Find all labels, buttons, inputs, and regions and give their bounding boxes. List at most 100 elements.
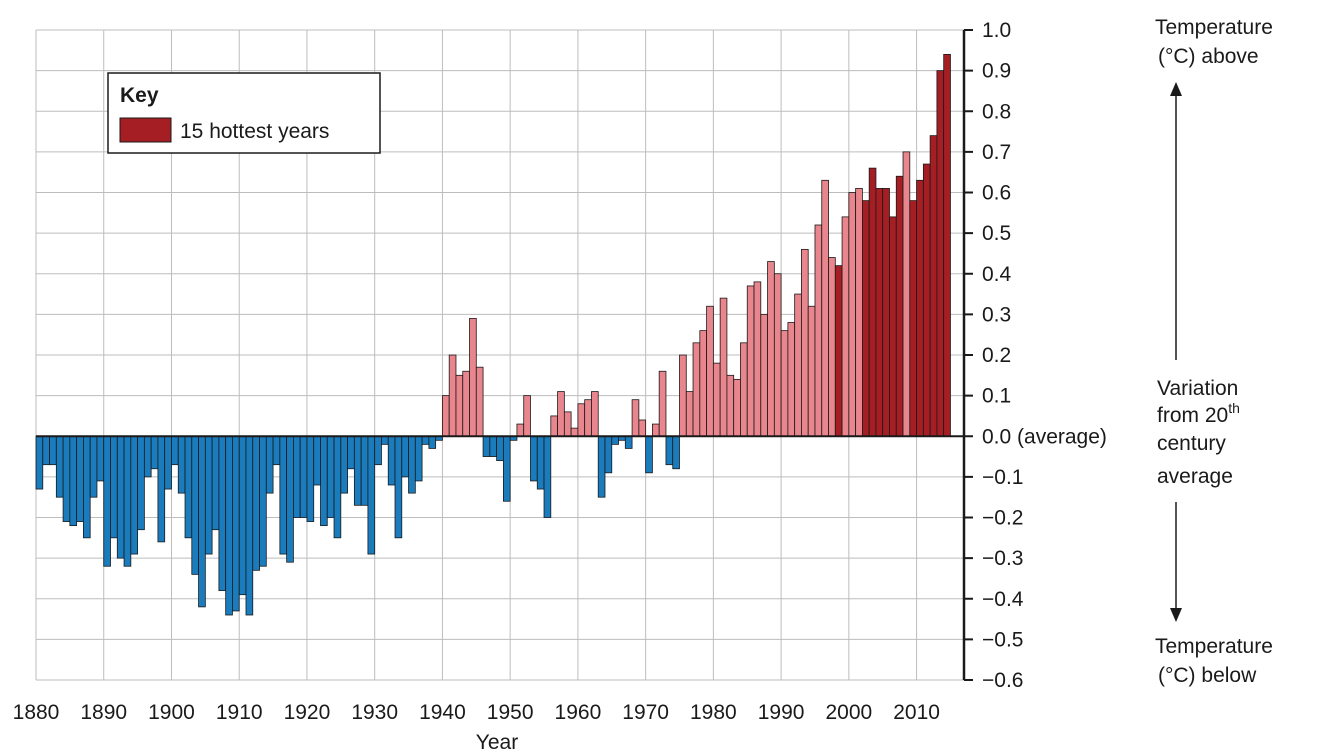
bar-1988 xyxy=(767,261,775,437)
bar-1913 xyxy=(259,435,267,567)
bars xyxy=(35,53,951,616)
bar-1970 xyxy=(645,435,653,474)
bar-1910 xyxy=(238,435,247,596)
bar-1907 xyxy=(218,435,227,592)
bar-1941 xyxy=(448,354,457,437)
bar-1909 xyxy=(232,435,240,612)
x-tick-label: 1920 xyxy=(284,701,331,724)
bar-1922 xyxy=(320,435,328,527)
bar-1908 xyxy=(225,435,233,616)
bar-1946 xyxy=(482,435,491,457)
bar-1943 xyxy=(462,370,470,437)
bar-1919 xyxy=(299,435,308,518)
y-tick-label: 0.1 xyxy=(982,385,1011,408)
bar-1944 xyxy=(469,318,477,437)
x-tick-label: 1980 xyxy=(690,701,737,724)
bar-1884 xyxy=(62,435,71,522)
bar-1993 xyxy=(801,248,809,437)
bar-1967 xyxy=(624,435,633,449)
bar-1972 xyxy=(658,370,667,437)
x-tick-labels: 1880 1890 1900 1910 1920 1930 1940 1950 1960 1970… xyxy=(13,701,940,724)
y-tick-label: 0.2 xyxy=(982,344,1011,367)
x-tick-label: 1970 xyxy=(622,701,669,724)
bar-1956 xyxy=(550,415,558,437)
side-label-middle-line-4: average xyxy=(1157,465,1233,488)
bar-1905 xyxy=(204,435,213,555)
bar-1882 xyxy=(49,435,57,466)
bar-1906 xyxy=(211,435,220,531)
axes xyxy=(36,29,973,681)
bar-1899 xyxy=(164,435,172,490)
bar-1912 xyxy=(252,435,260,571)
bar-1981 xyxy=(719,297,728,437)
bar-1904 xyxy=(198,435,206,608)
y-tick-label: 1.0 xyxy=(982,19,1011,42)
bar-2013 xyxy=(936,70,945,437)
bar-1892 xyxy=(116,435,125,559)
bar-1992 xyxy=(794,293,802,437)
y-tick-label: 0.7 xyxy=(982,141,1011,164)
bar-1926 xyxy=(347,435,355,470)
bar-1985 xyxy=(746,285,755,437)
legend: Key 15 hottest years xyxy=(107,72,381,154)
side-label-middle-line-2: from 20th xyxy=(1157,400,1240,427)
x-tick-label: 1890 xyxy=(80,701,127,724)
bar-1961 xyxy=(584,399,592,437)
bar-1990 xyxy=(780,330,789,437)
bar-1933 xyxy=(394,435,403,539)
bar-1954 xyxy=(536,435,545,490)
bar-1932 xyxy=(387,435,396,486)
bar-1888 xyxy=(89,435,98,498)
bar-1920 xyxy=(306,435,315,522)
bar-1979 xyxy=(706,305,714,437)
bar-1999 xyxy=(841,216,850,437)
x-tick-label: 1990 xyxy=(758,701,805,724)
bar-1995 xyxy=(814,224,823,437)
bar-1976 xyxy=(685,391,694,437)
bar-1975 xyxy=(679,354,687,437)
up-arrow-icon xyxy=(1170,82,1182,96)
bar-1998 xyxy=(834,265,843,437)
bar-1901 xyxy=(177,435,186,494)
side-label-bottom-line-2: (°C) below xyxy=(1158,664,1257,687)
bar-1948 xyxy=(496,435,504,462)
bar-1900 xyxy=(171,435,179,466)
bar-1949 xyxy=(502,435,511,502)
side-annotation: Temperature (°C) above Variation from 20… xyxy=(1155,16,1273,687)
x-tick-label: 1910 xyxy=(216,701,263,724)
bar-1921 xyxy=(313,435,321,486)
y-tick-label: 0.8 xyxy=(982,100,1011,123)
bar-1951 xyxy=(516,423,525,437)
down-arrow-icon xyxy=(1170,608,1182,622)
bar-1986 xyxy=(753,281,762,437)
bar-1935 xyxy=(408,435,416,494)
bar-1960 xyxy=(577,403,586,437)
bar-2007 xyxy=(895,175,904,437)
bar-1962 xyxy=(591,391,599,437)
bar-1889 xyxy=(96,435,105,482)
side-label-middle-line-3: century xyxy=(1157,432,1226,455)
bar-2000 xyxy=(848,192,857,437)
bar-1902 xyxy=(184,435,193,539)
bar-1924 xyxy=(333,435,342,539)
bar-1994 xyxy=(807,305,816,437)
bar-1929 xyxy=(367,435,376,555)
bar-1964 xyxy=(604,435,613,474)
bar-2009 xyxy=(909,200,917,437)
bar-1947 xyxy=(489,435,498,457)
y-tick-label: −0.1 xyxy=(982,466,1023,489)
x-tick-label: 1880 xyxy=(13,701,60,724)
x-tick-label: 1950 xyxy=(487,701,534,724)
side-label-middle-line-1: Variation xyxy=(1157,377,1238,400)
bar-1991 xyxy=(787,322,796,437)
bar-1982 xyxy=(726,374,735,437)
bar-1971 xyxy=(652,423,660,437)
y-tick-labels: 1.0 0.9 0.8 0.7 0.6 0.5 0.4 0.3 0.2 0.1 0.0 (avera… xyxy=(982,19,1107,692)
bar-1940 xyxy=(442,395,450,437)
bar-1894 xyxy=(130,435,139,555)
bar-1953 xyxy=(530,435,538,482)
y-tick-label: 0.6 xyxy=(982,182,1011,205)
bar-2014 xyxy=(943,53,951,437)
bar-1934 xyxy=(401,435,409,478)
